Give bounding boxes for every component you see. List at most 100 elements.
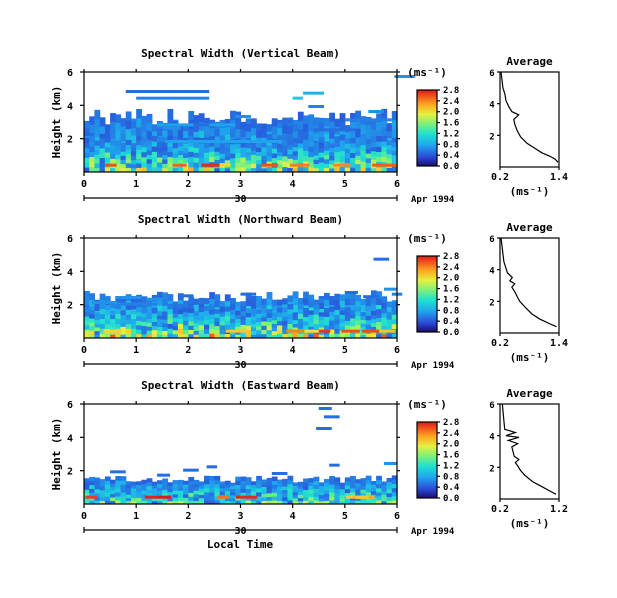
heatmap-cell — [141, 329, 148, 335]
heatmap-cell — [334, 488, 341, 494]
heatmap-cell — [287, 487, 294, 493]
heatmap-cell — [287, 495, 294, 501]
heatmap-cell — [110, 490, 116, 495]
heatmap-cell — [329, 480, 335, 485]
heatmap-cell — [391, 128, 398, 138]
heatmap-cell — [151, 161, 158, 168]
heatmap-cell — [277, 493, 283, 498]
heatmap-cell — [360, 489, 367, 494]
heatmap-cell — [365, 499, 372, 505]
heatmap-cell — [146, 334, 153, 339]
heatmap-cell — [183, 307, 189, 313]
heatmap-cell — [125, 484, 132, 489]
heatmap-cell — [130, 494, 137, 499]
heatmap-cell — [104, 124, 111, 132]
heatmap-cell — [318, 162, 325, 168]
heatmap-cell — [219, 497, 226, 502]
heatmap-cell — [89, 476, 96, 482]
heatmap-cell — [177, 483, 184, 488]
heatmap-cell — [313, 159, 320, 165]
heatmap-cell — [209, 156, 216, 163]
heatmap-cell — [157, 291, 163, 299]
heatmap-cell — [188, 156, 195, 163]
heatmap-cell — [188, 316, 195, 322]
heatmap-cell — [323, 320, 330, 326]
heatmap-cell — [120, 314, 127, 320]
heatmap-cell — [167, 136, 174, 142]
heatmap-cell — [157, 497, 163, 502]
heatmap-cell — [146, 314, 153, 319]
average-frame — [499, 403, 560, 500]
heatmap-cell — [292, 330, 299, 335]
heatmap-cell — [297, 152, 304, 158]
heatmap-cell — [141, 136, 148, 143]
heatmap-cell — [261, 486, 268, 491]
heatmap-cell — [386, 311, 393, 316]
heatmap-cell — [146, 500, 153, 505]
heatmap-cell — [271, 125, 278, 135]
heatmap-cell — [329, 155, 335, 161]
heatmap-cell — [266, 155, 273, 162]
heatmap-cell — [292, 491, 299, 496]
heatmap-cell — [209, 298, 216, 306]
heatmap-cell — [203, 319, 210, 325]
heatmap-cell — [323, 163, 330, 169]
heatmap-cell — [230, 482, 236, 487]
colorbar-tick-label: 1.6 — [443, 451, 459, 461]
heatmap-cell — [297, 485, 304, 489]
heatmap-cell — [376, 313, 382, 318]
heatmap-cell — [339, 294, 346, 302]
heatmap-cell — [271, 476, 278, 481]
heatmap-cell — [141, 500, 148, 505]
heatmap-cell — [292, 500, 299, 505]
x-tick-label: 0 — [81, 345, 87, 356]
heatmap-cell — [183, 157, 189, 163]
heatmap-cell — [386, 301, 393, 308]
heatmap-cell — [125, 158, 132, 164]
heatmap-cell — [329, 488, 335, 493]
heatmap-cell — [162, 298, 169, 306]
heatmap-cell — [99, 493, 106, 498]
heatmap-cell — [209, 476, 216, 481]
heatmap-cell — [261, 167, 268, 173]
date-label: Apr 1994 — [411, 527, 455, 537]
heatmap-cell — [350, 313, 356, 319]
heatmap-cell — [177, 299, 184, 307]
heatmap-cell — [110, 500, 116, 505]
heatmap-cell — [344, 320, 351, 326]
heatmap-cell — [120, 476, 127, 481]
heatmap-cell — [381, 312, 388, 318]
heatmap-cell — [256, 143, 262, 148]
heatmap-cell — [188, 492, 195, 497]
heatmap-cell — [84, 162, 90, 168]
heatmap-cell — [240, 315, 247, 321]
heatmap-cell — [250, 141, 257, 147]
colorbar — [416, 89, 438, 167]
heatmap-cell — [235, 148, 242, 154]
heatmap-cell — [125, 333, 132, 339]
heatmap-cell — [308, 114, 315, 124]
heatmap-cell — [183, 147, 189, 154]
heatmap-cell — [360, 124, 367, 133]
heatmap-cell — [130, 481, 137, 486]
heatmap-cell — [141, 141, 148, 148]
heatmap-cell — [287, 153, 294, 159]
heatmap-cell — [261, 308, 268, 314]
heatmap-cell — [224, 333, 231, 339]
heatmap-cell — [292, 298, 299, 306]
heatmap-cell — [125, 149, 132, 155]
heatmap-cell — [157, 330, 163, 335]
heatmap-cell — [224, 315, 231, 321]
heatmap-cell — [360, 155, 367, 162]
heatmap-cell — [172, 486, 179, 491]
heatmap-cell — [157, 137, 163, 143]
heatmap-cell — [282, 150, 289, 157]
heatmap-cell — [339, 156, 346, 162]
heatmap-cell — [188, 128, 195, 138]
heatmap-cell — [104, 296, 111, 303]
heatmap-cell — [136, 96, 210, 100]
heatmap-cell — [297, 481, 304, 486]
heatmap-cell — [271, 323, 278, 328]
heatmap-cell — [292, 150, 299, 156]
heatmap-cell — [245, 500, 252, 505]
